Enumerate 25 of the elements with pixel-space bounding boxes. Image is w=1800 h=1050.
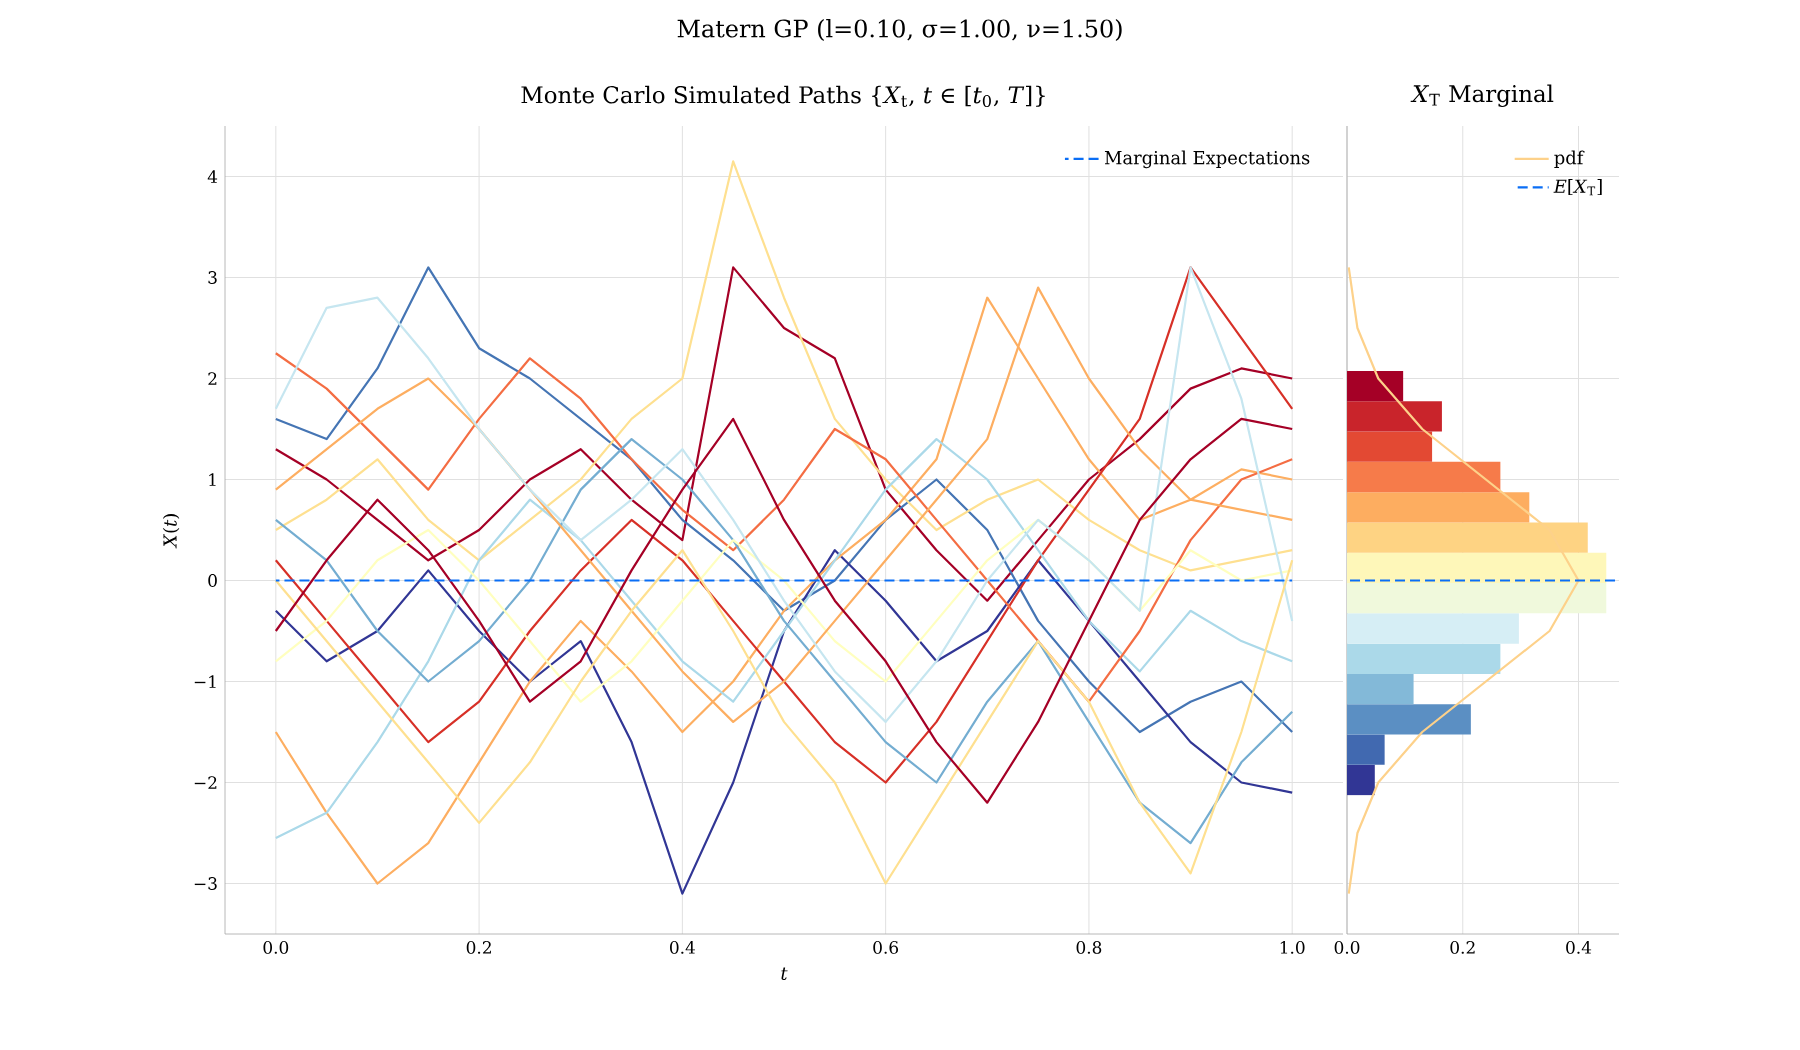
y-axis-title: X(t) [162, 514, 180, 549]
x-tick-label: 0.0 [1334, 941, 1360, 954]
x-tick-label: 1.0 [1280, 941, 1305, 954]
text: Monte Carlo Simulated Paths {X$_{t}$, t ∈ [t$_{0}$, T]} [521, 85, 1045, 107]
y-tick-label: 0 [208, 574, 217, 587]
legend-label: pdf [1554, 150, 1585, 168]
y-tick-label: 2 [208, 372, 217, 385]
x-tick-label: 0.4 [1566, 941, 1592, 954]
x-axis-title: t [781, 967, 788, 980]
x-tick-label: 0.2 [466, 941, 491, 954]
x-tick-label: 0.6 [873, 941, 899, 954]
x-tick-label: 0.2 [1450, 941, 1475, 954]
legend-label: E[X$_{T}$] [1553, 179, 1602, 196]
y-tick-label: −3 [194, 877, 217, 890]
y-tick-label: 1 [209, 473, 216, 486]
y-tick-label: 4 [207, 170, 218, 183]
x-tick-label: 0.0 [263, 941, 289, 954]
chart-subtitle: X$_{T}$ Marginal [1410, 84, 1554, 108]
y-tick-label: −2 [194, 776, 217, 789]
chart-title: Matern GP (l=0.10, σ=1.00, ν=1.50) [677, 19, 1122, 41]
x-tick-label: 0.4 [670, 941, 695, 954]
x-tick-label: 0.8 [1076, 941, 1102, 954]
legend-label: Marginal Expectations [1104, 150, 1310, 169]
y-tick-label: −1 [194, 675, 216, 688]
y-tick-label: 3 [208, 271, 217, 284]
